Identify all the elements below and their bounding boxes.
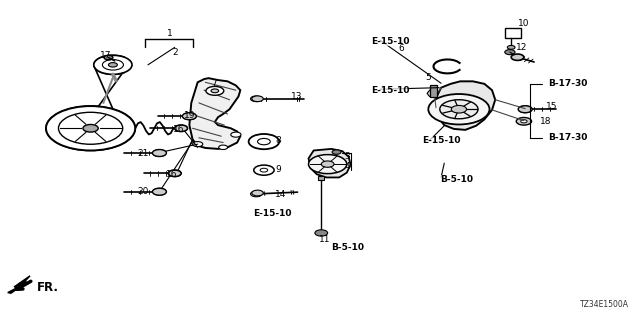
Circle shape: [231, 132, 241, 137]
Text: 1: 1: [167, 28, 173, 38]
Circle shape: [206, 86, 224, 95]
Polygon shape: [435, 81, 495, 130]
Text: 16: 16: [166, 170, 177, 179]
Circle shape: [153, 150, 166, 156]
Text: 20: 20: [137, 187, 148, 196]
Circle shape: [257, 139, 270, 145]
Text: 16: 16: [173, 125, 185, 134]
Circle shape: [518, 106, 532, 113]
Circle shape: [521, 120, 527, 123]
Polygon shape: [189, 78, 241, 149]
Circle shape: [428, 94, 490, 124]
Circle shape: [83, 124, 99, 132]
Circle shape: [104, 55, 113, 60]
Text: B-17-30: B-17-30: [548, 79, 588, 88]
Circle shape: [153, 188, 166, 195]
Text: E-15-10: E-15-10: [422, 136, 460, 146]
Polygon shape: [8, 276, 30, 293]
Text: 7: 7: [212, 79, 218, 88]
Text: 6: 6: [398, 44, 404, 53]
Circle shape: [519, 106, 532, 112]
Circle shape: [451, 105, 467, 113]
Text: E-15-10: E-15-10: [371, 36, 410, 45]
Circle shape: [516, 117, 532, 125]
Circle shape: [308, 155, 347, 174]
Circle shape: [508, 45, 515, 49]
Circle shape: [252, 96, 263, 102]
Circle shape: [332, 150, 341, 154]
Polygon shape: [427, 89, 435, 97]
Circle shape: [250, 191, 262, 197]
Text: 11: 11: [319, 235, 330, 244]
Text: 10: 10: [518, 19, 529, 28]
Circle shape: [102, 60, 124, 70]
Circle shape: [321, 161, 334, 167]
Bar: [505, 28, 521, 38]
Text: 3: 3: [344, 152, 350, 161]
Text: 12: 12: [516, 43, 527, 52]
Circle shape: [440, 100, 478, 119]
Circle shape: [211, 89, 219, 93]
Circle shape: [152, 188, 166, 195]
Text: B-5-10: B-5-10: [332, 243, 364, 252]
Bar: [429, 84, 437, 97]
Circle shape: [250, 96, 262, 102]
Circle shape: [94, 55, 132, 74]
Circle shape: [152, 149, 166, 156]
Text: 19: 19: [184, 111, 196, 120]
Text: B-17-30: B-17-30: [548, 133, 588, 142]
Circle shape: [182, 113, 196, 120]
Circle shape: [253, 165, 274, 175]
Text: 4: 4: [344, 163, 350, 172]
Polygon shape: [308, 149, 351, 178]
Circle shape: [168, 170, 181, 177]
Circle shape: [252, 190, 263, 196]
Text: 9: 9: [275, 165, 281, 174]
Text: 17: 17: [100, 51, 111, 60]
Circle shape: [505, 50, 515, 55]
Circle shape: [248, 134, 279, 149]
Bar: [318, 176, 324, 180]
Text: 18: 18: [540, 117, 551, 126]
Text: 13: 13: [291, 92, 303, 101]
Circle shape: [315, 230, 328, 236]
Text: 5: 5: [425, 73, 431, 82]
Circle shape: [183, 113, 196, 119]
Circle shape: [511, 54, 524, 60]
Text: 21: 21: [137, 149, 148, 158]
Circle shape: [260, 168, 268, 172]
Circle shape: [46, 106, 135, 150]
Text: FR.: FR.: [36, 281, 58, 294]
Circle shape: [193, 142, 203, 147]
Text: 8: 8: [275, 136, 281, 146]
Text: 2: 2: [172, 48, 178, 57]
Circle shape: [58, 112, 123, 144]
Text: B-5-10: B-5-10: [440, 174, 473, 184]
Text: E-15-10: E-15-10: [371, 86, 410, 95]
Text: E-15-10: E-15-10: [253, 209, 292, 219]
Circle shape: [168, 170, 181, 177]
Circle shape: [175, 125, 188, 132]
Circle shape: [219, 145, 228, 149]
Text: 14: 14: [275, 190, 287, 199]
Text: TZ34E1500A: TZ34E1500A: [580, 300, 629, 309]
Circle shape: [175, 125, 188, 132]
Circle shape: [108, 63, 117, 67]
Text: 15: 15: [546, 101, 557, 111]
